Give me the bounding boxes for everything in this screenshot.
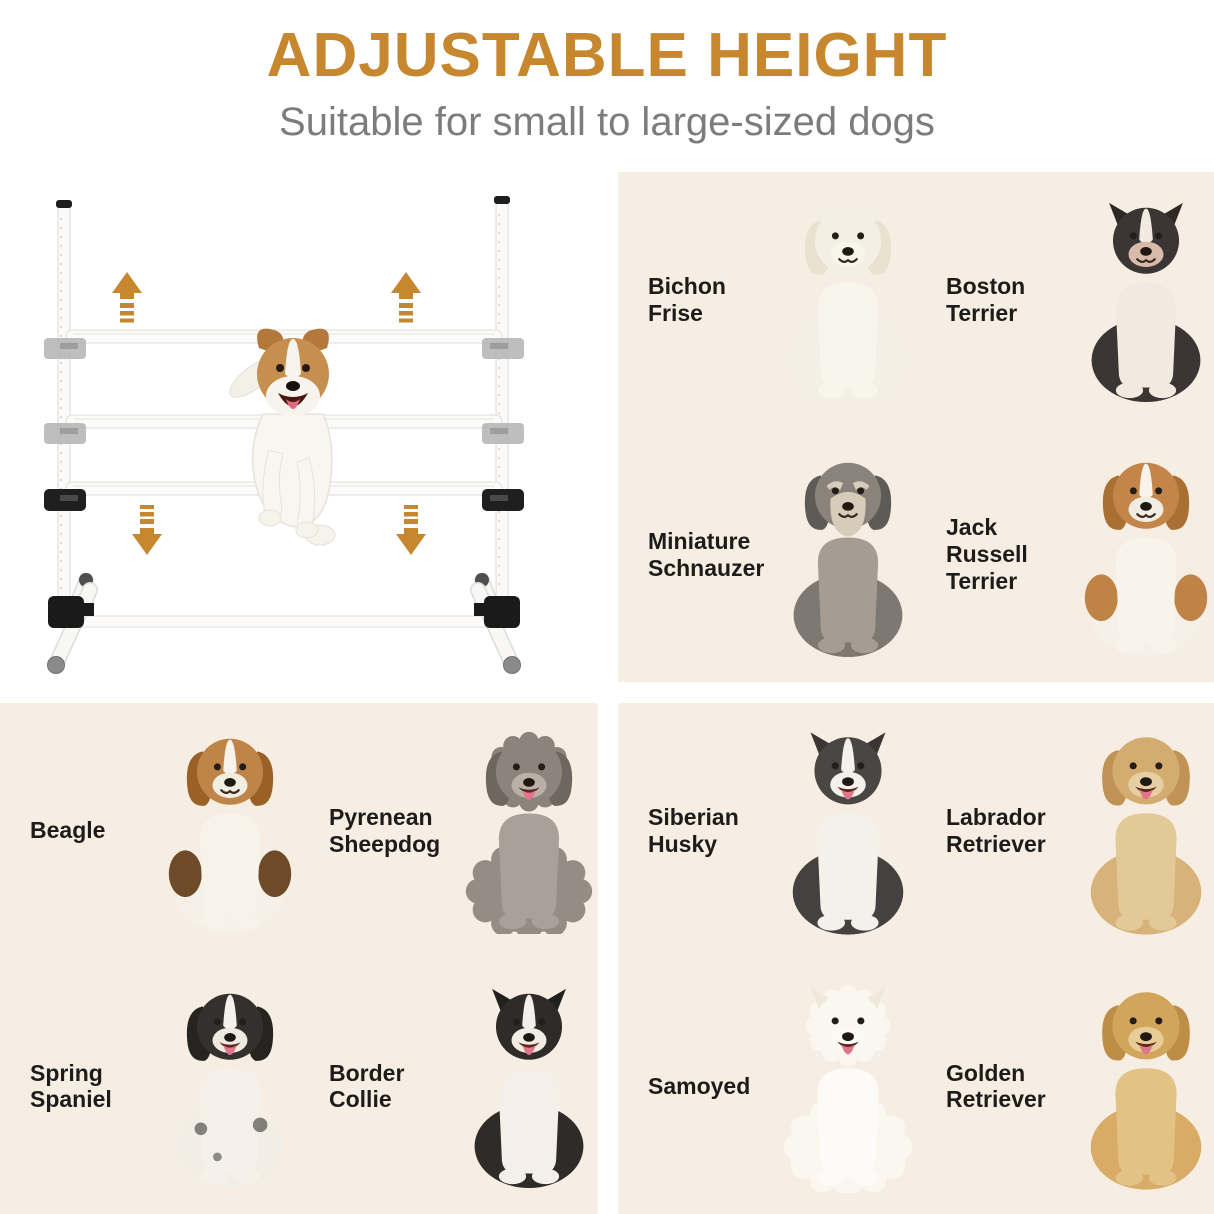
page-subtitle: Suitable for small to large-sized dogs [279,100,935,144]
panel-small-dogs: Bichon Frise Boston Terrier Miniature Sc… [618,172,1214,682]
dog-illustration-golden-retriever [1072,979,1214,1193]
page-title: ADJUSTABLE HEIGHT [266,21,948,90]
breed-label: Boston Terrier [946,272,1026,326]
breed-label: Siberian Husky [648,804,739,857]
dog-illustration-siberian-husky [774,724,916,938]
breed-label: Border Collie [329,1059,405,1113]
panel-large-dogs: Siberian Husky Labrador Retriever Samoye… [618,703,1214,1214]
breed-cell: Border Collie [299,959,598,1214]
breed-label: Miniature Schnauzer [648,527,765,581]
breed-cell: Labrador Retriever [916,703,1214,959]
jump-clamps-active [44,489,524,511]
jump-clamps-ghost [44,338,524,444]
panel-medium-dogs: Beagle Pyrenean Sheepdog Spring Spaniel … [0,703,598,1214]
dog-illustration-miniature-schnauzer [774,452,916,658]
breed-label: Golden Retriever [946,1059,1046,1113]
agility-jump-illustration [44,196,524,674]
jumping-dog-illustration [229,328,336,546]
breed-cell: Spring Spaniel [0,959,299,1214]
breed-cell: Bichon Frise [618,172,916,427]
breed-cell: Samoyed [618,959,916,1214]
jump-pole-left [56,200,72,629]
breed-cell: Miniature Schnauzer [618,427,916,682]
dog-illustration-boston-terrier [1072,197,1214,403]
jump-pole-right [494,196,510,629]
dog-illustration-bichon-frise [774,197,916,403]
breed-label: Pyrenean Sheepdog [329,804,441,857]
breed-cell: Boston Terrier [916,172,1214,427]
breed-cell: Pyrenean Sheepdog [299,703,598,959]
breed-cell: Golden Retriever [916,959,1214,1214]
breed-label: Bichon Frise [648,272,726,326]
jump-bars [65,329,503,496]
jump-base [47,572,521,674]
breed-label: Jack Russell Terrier [946,514,1028,594]
down-arrow-icon [396,505,426,555]
breed-cell: Siberian Husky [618,703,916,959]
breed-label: Beagle [30,817,106,844]
dog-illustration-border-collie [455,983,598,1189]
up-arrow-icon [391,272,421,323]
dog-illustration-jack-russell-terrier [1072,452,1214,658]
breed-cell: Beagle [0,703,299,959]
breed-label: Samoyed [648,1072,751,1099]
dog-illustration-samoyed [774,979,916,1194]
breed-label: Labrador Retriever [946,804,1046,857]
dog-illustration-pyrenean-sheepdog [455,728,598,934]
dog-illustration-labrador-retriever [1072,724,1214,938]
down-arrow-icon [132,505,162,555]
dog-illustration-beagle [156,728,299,934]
dog-illustration-spring-spaniel [156,983,299,1189]
breed-cell: Jack Russell Terrier [916,427,1214,682]
breed-label: Spring Spaniel [30,1059,112,1113]
up-arrow-icon [112,272,142,323]
